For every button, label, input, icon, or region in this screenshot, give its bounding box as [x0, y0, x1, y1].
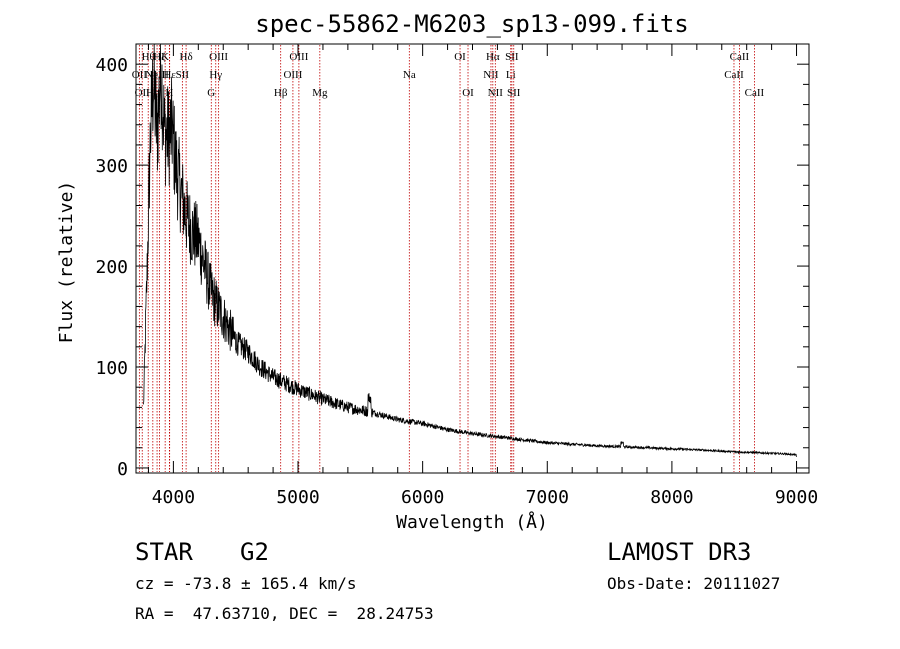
- y-tick-label-2: 200: [95, 257, 128, 278]
- plot-frame: [135, 43, 810, 474]
- y-axis-label: Flux (relative): [56, 181, 77, 344]
- line-label-26: SII: [507, 87, 521, 99]
- spectrum-series: [143, 43, 797, 457]
- line-label-6: K: [161, 51, 169, 63]
- x-tick-label-5: 9000: [775, 487, 818, 508]
- line-label-14: Hβ: [274, 87, 288, 99]
- coordinates: RA = 47.63710, DEC = 28.24753: [135, 604, 434, 623]
- observation-date: Obs-Date: 20111027: [607, 574, 781, 593]
- survey-name: LAMOST DR3: [607, 538, 752, 566]
- line-label-15: OIII: [283, 69, 302, 81]
- axis-ticks: 4000 5000 6000 7000 8000 9000 0 100 200 300 400: [95, 44, 818, 508]
- x-tick-label-3: 7000: [526, 487, 569, 508]
- line-label-9: SII: [176, 69, 190, 81]
- line-label-8: Hε: [163, 69, 176, 81]
- object-class: STAR: [135, 538, 193, 566]
- line-label-17: Mg: [312, 87, 328, 99]
- line-label-13: OIII: [209, 51, 228, 63]
- line-label-27: CaII: [724, 69, 744, 81]
- line-label-23: NII: [488, 87, 504, 99]
- line-label-22: Hα: [486, 51, 500, 63]
- line-label-25: SII: [505, 51, 519, 63]
- line-label-18: Na: [403, 69, 416, 81]
- spectrum-line: [143, 43, 797, 457]
- x-tick-label-0: 4000: [152, 487, 195, 508]
- line-label-10: Hδ: [180, 51, 193, 63]
- x-tick-label-2: 6000: [401, 487, 444, 508]
- line-label-1: OII: [135, 87, 151, 99]
- x-axis-label: Wavelength (Å): [396, 511, 548, 533]
- line-label-2: Hθ: [142, 51, 155, 63]
- y-tick-label-0: 0: [117, 459, 128, 480]
- chart-title: spec-55862-M6203_sp13-099.fits: [255, 10, 688, 38]
- spectral-line-markers: OIIOIIHθHηNeIIIHζKHHεSIIHδGHγOIIIHβOIIIO…: [132, 45, 765, 472]
- line-label-28: CaII: [730, 51, 750, 63]
- line-label-11: G: [207, 87, 215, 99]
- y-tick-label-4: 400: [95, 55, 128, 76]
- redshift-velocity: cz = -73.8 ± 165.4 km/s: [135, 574, 357, 593]
- x-tick-label-4: 8000: [650, 487, 693, 508]
- line-label-19: OI: [454, 51, 466, 63]
- line-label-29: CaII: [745, 87, 765, 99]
- object-subclass: G2: [240, 538, 269, 566]
- line-label-24: Li: [506, 69, 516, 81]
- y-tick-label-1: 100: [95, 358, 128, 379]
- line-label-16: OIII: [289, 51, 308, 63]
- line-label-5: Hζ: [153, 51, 166, 63]
- line-label-20: OI: [462, 87, 474, 99]
- x-tick-label-1: 5000: [276, 487, 319, 508]
- line-label-21: NII: [483, 69, 499, 81]
- y-tick-label-3: 300: [95, 156, 128, 177]
- line-label-12: Hγ: [209, 69, 222, 81]
